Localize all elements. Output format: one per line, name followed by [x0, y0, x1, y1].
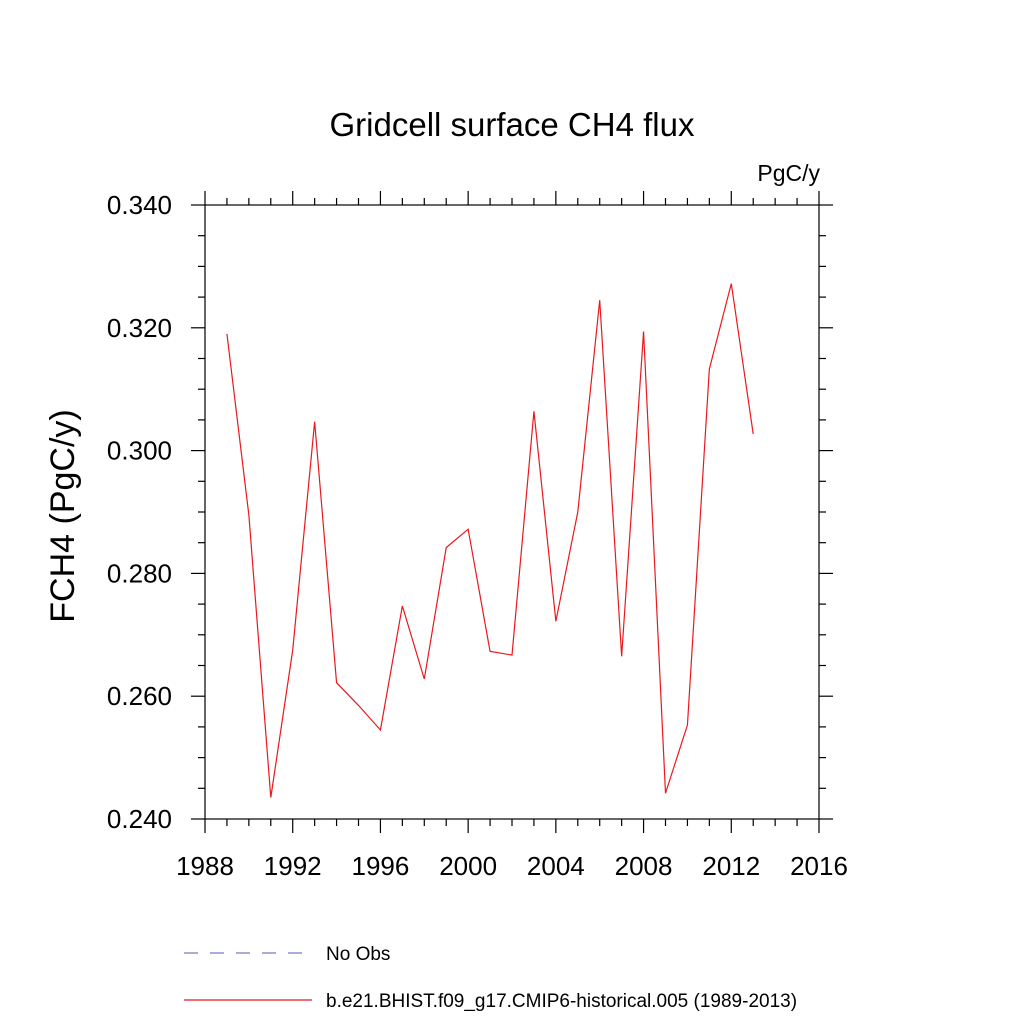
chart-title: Gridcell surface CH4 flux	[330, 106, 695, 143]
x-tick-label: 2000	[439, 851, 497, 881]
y-tick-label: 0.340	[107, 190, 172, 220]
x-tick-label: 1996	[352, 851, 410, 881]
legend-label: No Obs	[326, 944, 390, 965]
x-tick-label: 1988	[176, 851, 234, 881]
y-tick-label: 0.240	[107, 804, 172, 834]
y-axis-label: FCH4 (PgC/y)	[44, 409, 82, 622]
axis-ticks	[191, 191, 833, 833]
series-line	[226, 283, 754, 798]
x-tick-label: 2008	[615, 851, 673, 881]
x-tick-label: 1992	[264, 851, 322, 881]
x-tick-label: 2016	[790, 851, 848, 881]
plot-frame	[204, 204, 820, 820]
legend-label: b.e21.BHIST.f09_g17.CMIP6-historical.005…	[326, 991, 797, 1012]
y-tick-label: 0.280	[107, 558, 172, 588]
units-label: PgC/y	[757, 160, 820, 186]
tick-labels: 1988 1992 1996 2000 2004 2008 2012 2016 0.240 0.2…	[107, 190, 848, 881]
y-tick-label: 0.320	[107, 313, 172, 343]
y-tick-label: 0.260	[107, 681, 172, 711]
y-tick-label: 0.300	[107, 436, 172, 466]
legend: No Obs b.e21.BHIST.f09_g17.CMIP6-historic…	[184, 944, 797, 1012]
x-tick-label: 2004	[527, 851, 585, 881]
x-tick-label: 2012	[702, 851, 760, 881]
series-lines	[226, 283, 754, 798]
